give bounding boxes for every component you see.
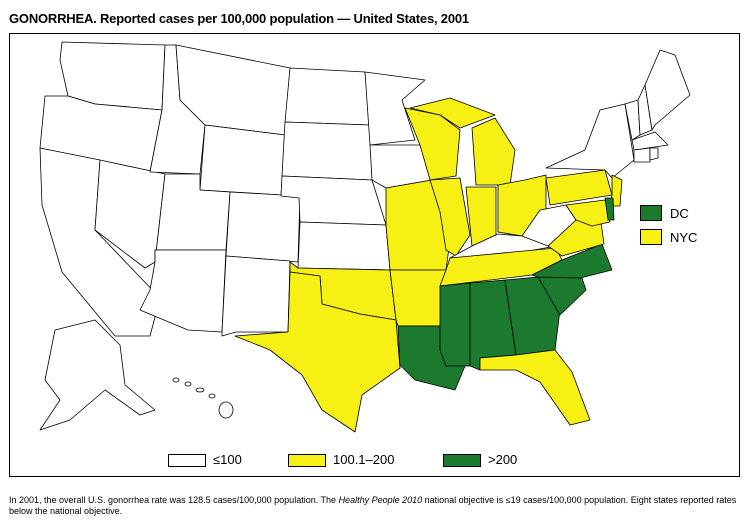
legend-label-mid: 100.1–200 <box>333 452 395 467</box>
state-arkansas <box>389 269 447 327</box>
state-mississippi <box>439 282 471 367</box>
page-title: GONORRHEA. Reported cases per 100,000 po… <box>9 11 469 26</box>
legend-swatch-low <box>168 454 206 467</box>
state-north-carolina <box>531 243 613 279</box>
footnote: In 2001, the overall U.S. gonorrhea rate… <box>9 495 739 517</box>
state-minnesota <box>364 71 426 146</box>
state-new-york <box>545 103 635 179</box>
footnote-part1: In 2001, the overall U.S. gonorrhea rate… <box>9 495 339 505</box>
legend-swatch-high <box>443 454 481 467</box>
legend-label-low: ≤100 <box>213 452 242 467</box>
state-massachusetts <box>631 131 669 151</box>
state-georgia <box>504 276 561 356</box>
state-wyoming <box>199 124 286 196</box>
dc-label: DC <box>670 206 689 221</box>
state-rhode-island <box>649 147 659 161</box>
state-south-dakota <box>281 121 373 181</box>
state-michigan-upper <box>409 97 496 129</box>
legend-swatch-mid <box>288 454 326 467</box>
state-arizona <box>139 249 227 333</box>
state-pennsylvania <box>545 169 613 206</box>
footnote-italic: Healthy People 2010 <box>338 495 423 505</box>
nyc-swatch <box>640 229 662 245</box>
map-frame <box>9 33 740 477</box>
footnote-part2: national objective is ≤19 cases/100,000 … <box>9 495 737 516</box>
state-new-mexico <box>221 255 291 337</box>
state-delaware <box>604 197 615 221</box>
dc-swatch <box>640 205 662 221</box>
state-maine <box>644 49 691 131</box>
state-florida <box>479 349 591 426</box>
state-alaska <box>39 319 156 431</box>
state-maryland <box>565 199 611 227</box>
state-kansas <box>297 221 391 271</box>
state-connecticut <box>633 147 651 163</box>
state-texas <box>234 271 401 433</box>
nyc-label: NYC <box>670 230 698 245</box>
state-hawaii <box>172 377 234 419</box>
state-colorado <box>225 191 301 263</box>
state-north-dakota <box>284 67 371 126</box>
legend-label-high: >200 <box>488 452 518 467</box>
state-michigan-lower <box>471 117 516 186</box>
